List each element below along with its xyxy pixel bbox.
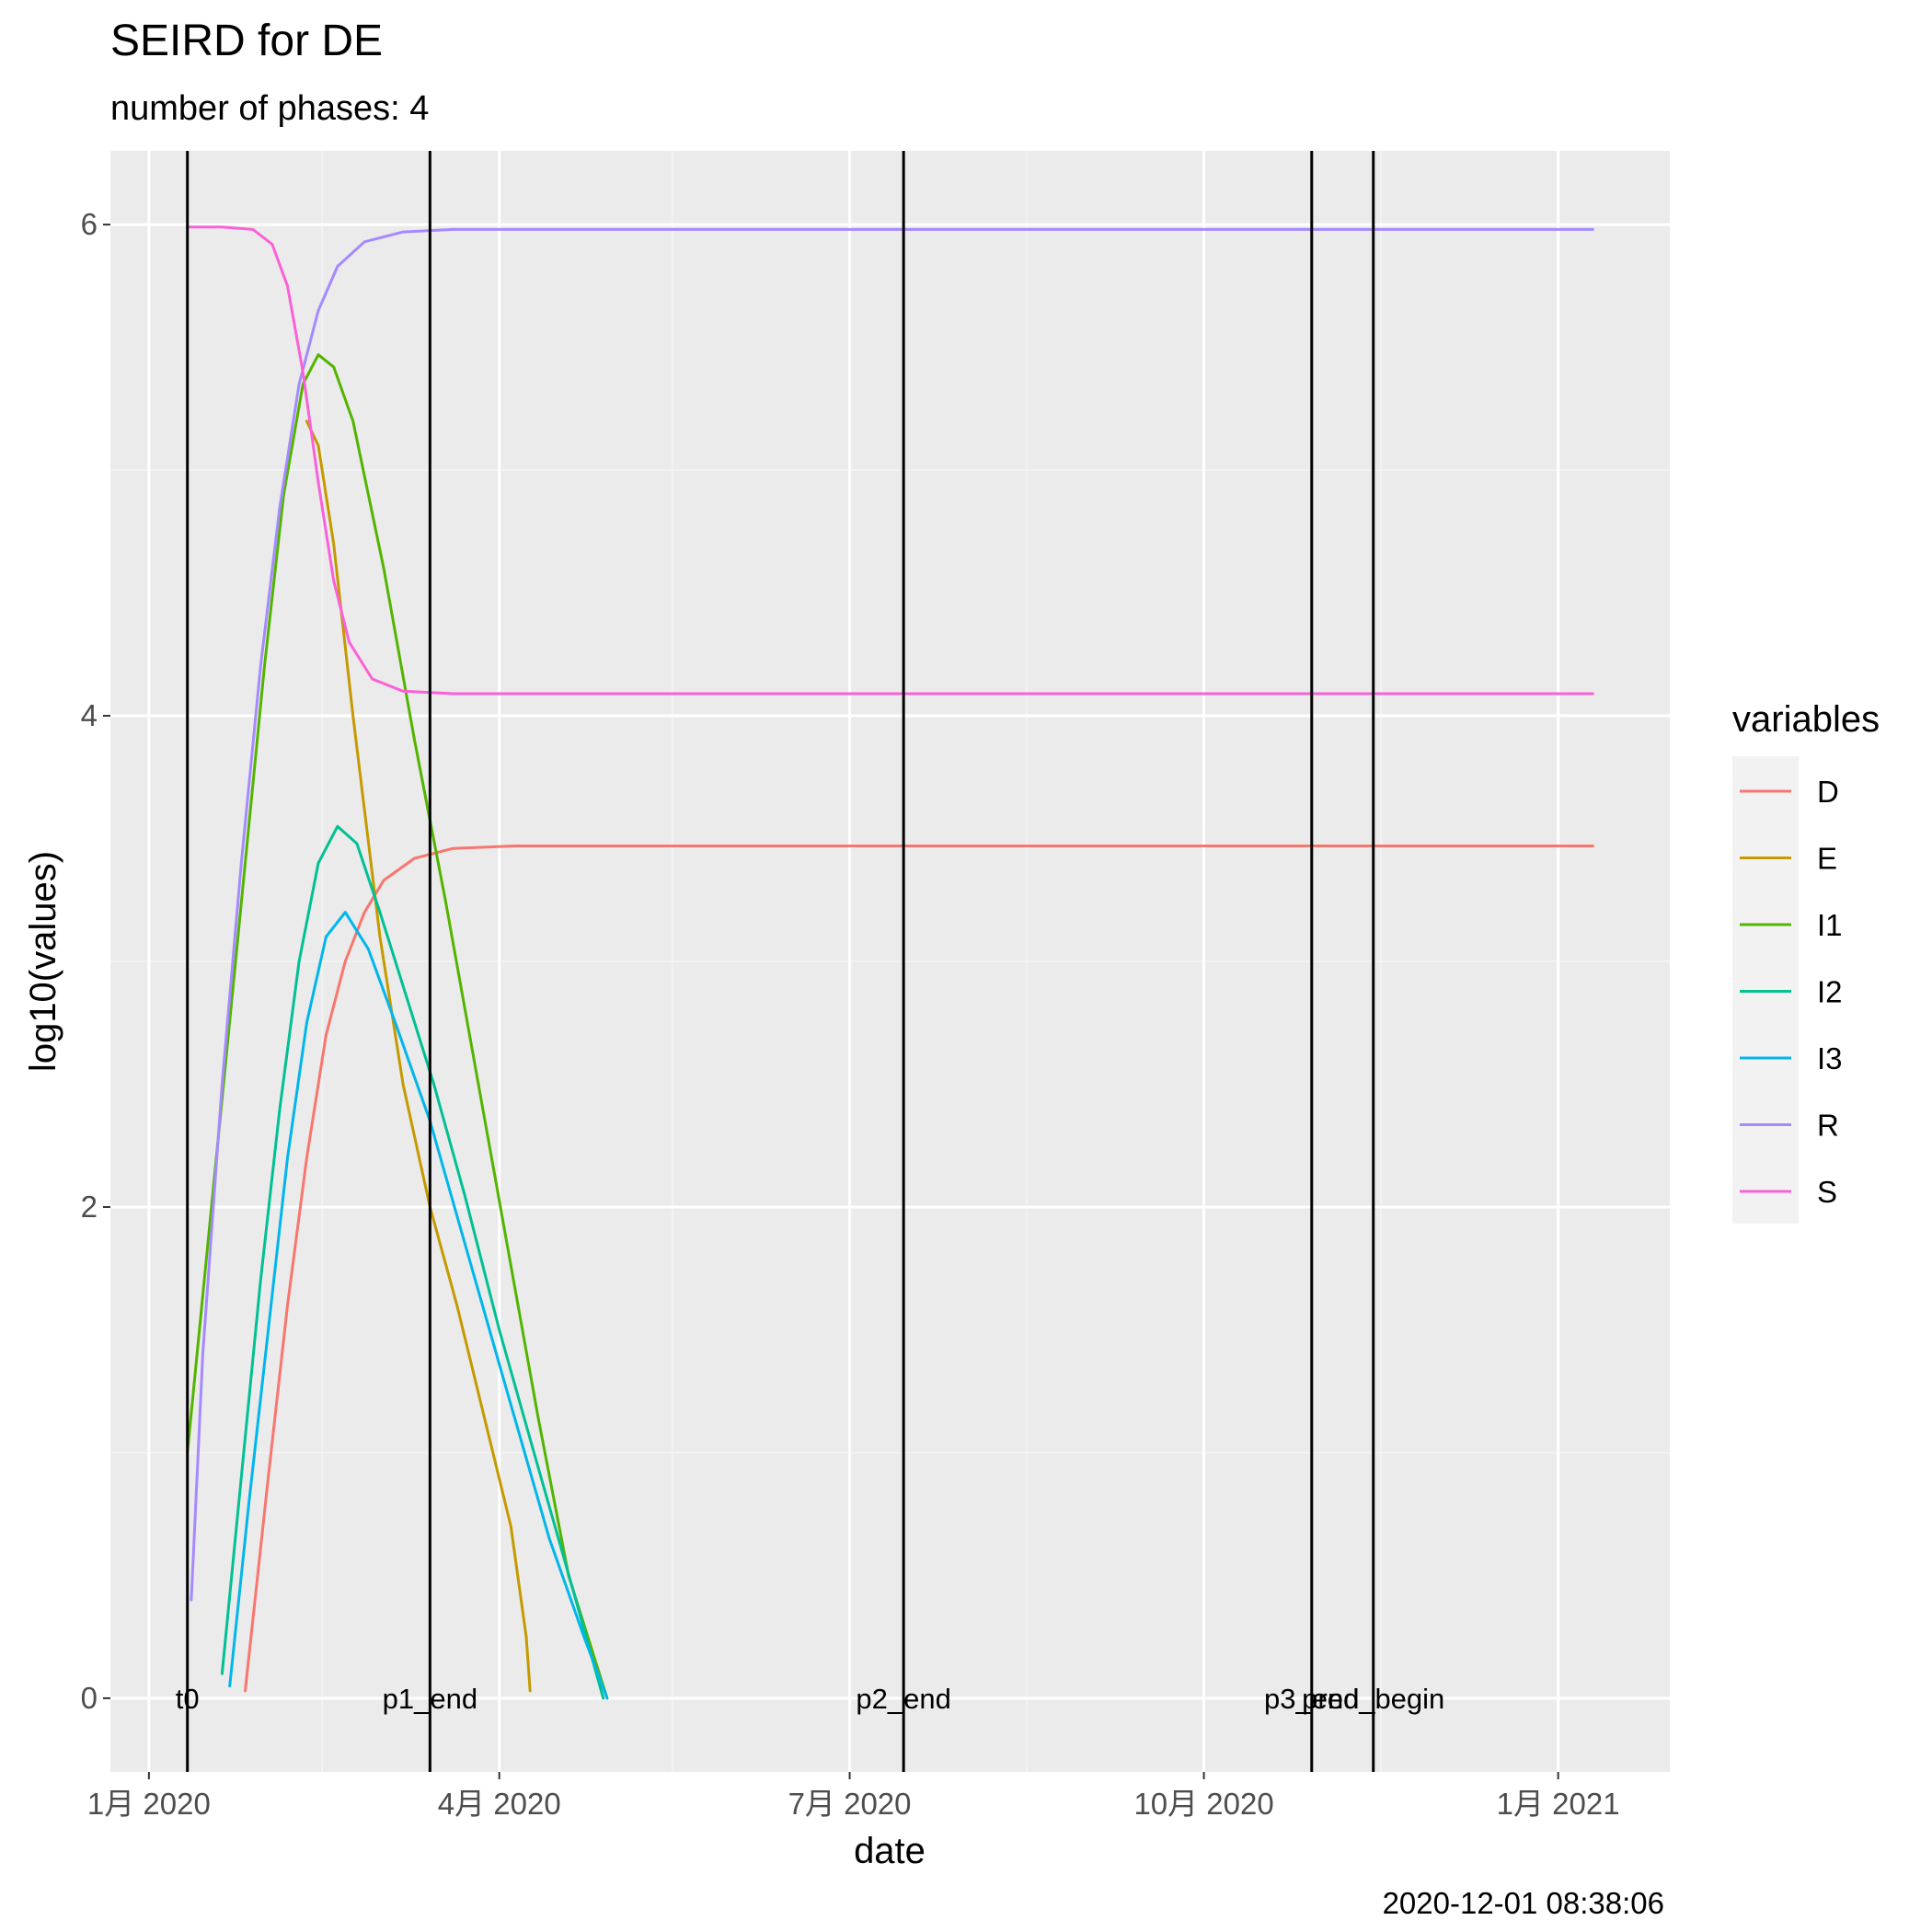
legend-label-d: D xyxy=(1817,775,1839,809)
legend-label-e: E xyxy=(1817,842,1837,876)
series-line-e xyxy=(305,420,532,1693)
phase-label-p1-end: p1_end xyxy=(383,1683,477,1715)
phase-label-t0: t0 xyxy=(176,1683,200,1715)
chart-subtitle: number of phases: 4 xyxy=(110,89,429,128)
series-line-r xyxy=(190,227,1594,1602)
phase-label-pred-begin: pred_begin xyxy=(1302,1683,1444,1715)
axis-ticks: 1月 2020 4月 2020 7月 2020 10月 2020 1月 2021 0 2 4 6 xyxy=(81,207,1620,1821)
y-tick-label: 6 xyxy=(81,207,98,241)
x-tick-label: 4月 2020 xyxy=(438,1787,561,1821)
legend-label-s: S xyxy=(1817,1175,1837,1209)
x-tick-label: 1月 2020 xyxy=(87,1787,211,1821)
legend-label-r: R xyxy=(1817,1109,1839,1143)
legend-label-i1: I1 xyxy=(1817,908,1843,942)
phase-label-p3-end: p3_end xyxy=(1264,1683,1359,1715)
major-gridlines xyxy=(110,151,1670,1772)
legend-title: variables xyxy=(1732,699,1880,740)
y-axis-title: log10(values) xyxy=(23,851,63,1072)
series-layer xyxy=(186,225,1594,1700)
legend-items: DE I1 I2 I3 RS xyxy=(1740,775,1843,1209)
y-tick-label: 2 xyxy=(81,1190,98,1224)
minor-gridlines xyxy=(110,151,1670,1772)
x-tick-label: 1月 2021 xyxy=(1497,1787,1620,1821)
legend-label-i3: I3 xyxy=(1817,1041,1843,1075)
chart-caption: 2020-12-01 08:38:06 xyxy=(1383,1886,1664,1920)
x-tick-label: 7月 2020 xyxy=(788,1787,912,1821)
series-line-s xyxy=(186,225,1594,696)
y-tick-label: 4 xyxy=(81,698,98,732)
series-line-i2 xyxy=(220,824,605,1700)
series-line-i3 xyxy=(228,911,609,1700)
phase-label-p2-end: p2_end xyxy=(856,1683,950,1715)
x-axis-title: date xyxy=(854,1831,926,1871)
y-tick-label: 0 xyxy=(81,1681,98,1715)
series-line-i1 xyxy=(186,353,609,1700)
legend-label-i2: I2 xyxy=(1817,975,1843,1009)
legend: variables DE I1 I2 I3 RS xyxy=(1732,699,1880,1224)
x-tick-label: 10月 2020 xyxy=(1133,1787,1273,1821)
chart-title: SEIRD for DE xyxy=(110,17,383,65)
